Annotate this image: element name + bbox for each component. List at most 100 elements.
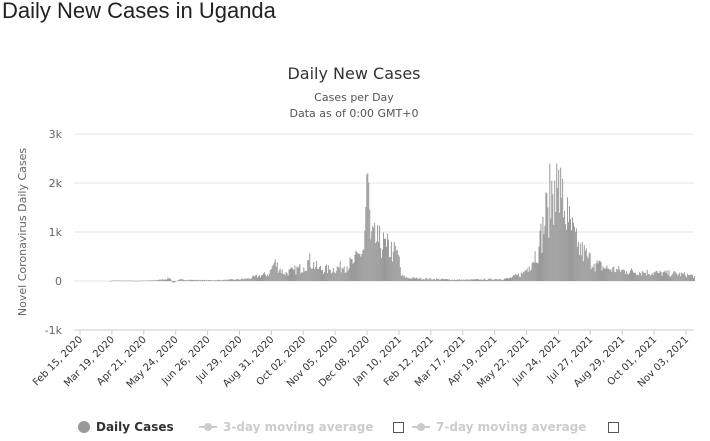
bar (548, 237, 550, 281)
bar (416, 277, 418, 281)
bar (318, 268, 320, 281)
bar (667, 274, 669, 281)
bar (144, 280, 146, 282)
bar (583, 245, 585, 281)
bar (688, 274, 690, 281)
bar (628, 274, 630, 281)
bar (334, 273, 336, 281)
bar (321, 270, 323, 281)
bar (229, 279, 231, 281)
bar (567, 197, 569, 281)
bar (278, 270, 280, 281)
bar (306, 271, 308, 281)
bar (316, 260, 318, 281)
bar (431, 279, 433, 281)
bar (337, 267, 339, 281)
bar (679, 272, 681, 281)
bar (645, 275, 647, 281)
bar (405, 276, 407, 281)
bar (284, 275, 286, 281)
bar (659, 270, 661, 281)
bar (254, 276, 256, 281)
bar (524, 270, 526, 281)
bar (606, 265, 608, 281)
bar (237, 278, 239, 281)
bar (132, 280, 134, 282)
bar (265, 276, 267, 281)
bar (540, 223, 542, 281)
bar (264, 274, 266, 281)
bar (482, 279, 484, 281)
bar (565, 224, 567, 281)
bar (414, 278, 416, 281)
bar (546, 193, 548, 281)
legend-item-3-day-average[interactable]: 3-day moving average (199, 417, 373, 437)
bar (439, 279, 441, 281)
bar (446, 279, 447, 281)
legend-item-7-day-average[interactable]: 7-day moving average (412, 417, 586, 437)
bar (554, 180, 556, 281)
bar (604, 269, 606, 281)
bar (513, 275, 515, 281)
bar (478, 279, 480, 281)
bar (276, 262, 278, 281)
bar (262, 273, 264, 281)
bar (663, 271, 665, 281)
bar (181, 279, 183, 281)
bar (347, 270, 349, 281)
bar (461, 280, 463, 281)
bar (541, 253, 543, 281)
bar (582, 261, 584, 281)
bar (595, 263, 597, 281)
bar (141, 280, 143, 282)
bar (453, 279, 455, 281)
bar (627, 273, 629, 281)
bar (577, 241, 579, 281)
bar (356, 252, 358, 281)
bar (501, 279, 503, 281)
bar (293, 270, 295, 281)
bar (566, 229, 568, 281)
bar (561, 197, 563, 281)
bar (230, 279, 232, 281)
bar (393, 241, 395, 281)
bar (562, 178, 564, 281)
bar (260, 275, 262, 281)
bar (466, 279, 468, 281)
bar (451, 279, 453, 281)
bar (348, 268, 350, 281)
bar (329, 269, 331, 281)
bar (191, 279, 193, 281)
bar (253, 275, 255, 281)
bar (463, 279, 465, 281)
bar (297, 267, 299, 281)
checkbox-3-day-average[interactable] (393, 422, 404, 433)
bar (363, 249, 365, 281)
bar (535, 262, 537, 281)
bar (637, 275, 639, 281)
bar (215, 280, 217, 281)
bar (302, 272, 304, 281)
bar (149, 280, 151, 281)
bar (249, 278, 251, 281)
bar (586, 256, 588, 281)
bar (136, 280, 137, 282)
bar (275, 266, 277, 281)
bar (267, 276, 269, 281)
bar (498, 279, 500, 281)
bar (362, 250, 364, 281)
bar (370, 239, 372, 281)
bar (235, 279, 237, 281)
bar (251, 278, 253, 281)
bar (569, 206, 571, 281)
bar (433, 278, 435, 281)
bar (192, 279, 194, 281)
bar (145, 280, 147, 282)
legend-item-daily-cases[interactable]: Daily Cases (78, 417, 174, 437)
bar (295, 274, 297, 281)
bar (150, 280, 152, 281)
checkbox-7-day-average[interactable] (608, 422, 619, 433)
bar (543, 234, 545, 281)
bar (488, 278, 490, 281)
bar (198, 280, 200, 281)
